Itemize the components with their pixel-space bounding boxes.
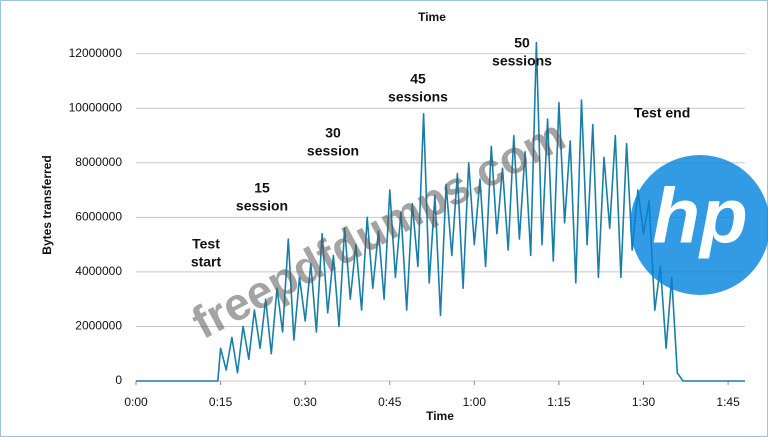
x-axis-label: Time bbox=[426, 409, 454, 423]
annotation: Test bbox=[192, 236, 220, 252]
logo-circle bbox=[630, 155, 768, 295]
y-tick-label: 0 bbox=[115, 373, 122, 387]
x-tick-label: 0:30 bbox=[293, 395, 317, 409]
annotation: sessions bbox=[492, 53, 552, 69]
data-line bbox=[136, 41, 745, 382]
annotation: Test end bbox=[634, 105, 691, 121]
chart-title: Time bbox=[418, 10, 446, 24]
x-tick-label: 0:45 bbox=[378, 395, 402, 409]
y-tick-label: 4000000 bbox=[75, 264, 122, 278]
y-tick-label: 2000000 bbox=[75, 319, 122, 333]
annotation: sessions bbox=[388, 89, 448, 105]
annotation: 50 bbox=[514, 35, 530, 51]
annotation: start bbox=[191, 254, 222, 270]
x-tick-label: 0:15 bbox=[209, 395, 233, 409]
x-tick-label: 1:45 bbox=[716, 395, 740, 409]
y-tick-label: 10000000 bbox=[69, 100, 123, 114]
annotation: session bbox=[307, 143, 359, 159]
y-tick-label: 12000000 bbox=[69, 46, 123, 60]
x-tick-label: 1:00 bbox=[463, 395, 487, 409]
x-tick-label: 0:00 bbox=[124, 395, 148, 409]
y-axis-label: Bytes transferred bbox=[40, 155, 54, 254]
annotation: 15 bbox=[254, 180, 270, 196]
x-tick-label: 1:15 bbox=[547, 395, 571, 409]
y-tick-label: 6000000 bbox=[75, 209, 122, 223]
logo-text: hp bbox=[652, 172, 747, 260]
annotation: 30 bbox=[325, 125, 341, 141]
y-tick-label: 8000000 bbox=[75, 155, 122, 169]
x-tick-label: 1:30 bbox=[632, 395, 656, 409]
annotation: session bbox=[236, 198, 288, 214]
annotation: 45 bbox=[410, 71, 426, 87]
